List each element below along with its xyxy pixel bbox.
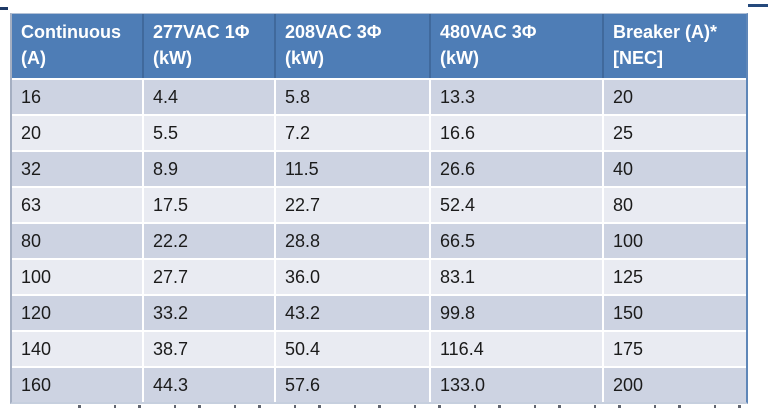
table-cell: 22.2	[142, 222, 274, 258]
table-cell: 63	[12, 186, 142, 222]
column-header-277vac-1ph-kw: 277VAC 1Φ (kW)	[142, 14, 274, 78]
table-cell: 150	[602, 294, 746, 330]
table-row: 32 8.9 11.5 26.6 40	[12, 150, 746, 186]
column-header-continuous-amps: Continuous (A)	[12, 14, 142, 78]
table-cell: 133.0	[429, 366, 602, 402]
table-cell: 80	[602, 186, 746, 222]
table-cell: 99.8	[429, 294, 602, 330]
table-cell: 17.5	[142, 186, 274, 222]
column-header-breaker-nec: Breaker (A)* [NEC]	[602, 14, 746, 78]
table-cell: 32	[12, 150, 142, 186]
table-cell: 120	[12, 294, 142, 330]
table-cell: 20	[602, 78, 746, 114]
table-cell: 40	[602, 150, 746, 186]
table-body: 16 4.4 5.8 13.3 20 20 5.5 7.2 16.6 25 32 8.9 11.5 26.…	[12, 78, 746, 402]
table-cell: 100	[12, 258, 142, 294]
power-conversion-table: Continuous (A) 277VAC 1Φ (kW) 208VAC 3Φ …	[12, 14, 746, 402]
table-cell: 44.3	[142, 366, 274, 402]
table-cell: 100	[602, 222, 746, 258]
table-cell: 28.8	[274, 222, 429, 258]
table-cell: 66.5	[429, 222, 602, 258]
table-cell: 22.7	[274, 186, 429, 222]
power-table-container: Continuous (A) 277VAC 1Φ (kW) 208VAC 3Φ …	[10, 13, 748, 404]
table-cell: 8.9	[142, 150, 274, 186]
table-cell: 16.6	[429, 114, 602, 150]
cropped-footnote-text-remnant	[56, 405, 766, 408]
table-row: 100 27.7 36.0 83.1 125	[12, 258, 746, 294]
table-cell: 200	[602, 366, 746, 402]
table-cell: 125	[602, 258, 746, 294]
table-cell: 57.6	[274, 366, 429, 402]
table-cell: 38.7	[142, 330, 274, 366]
table-cell: 25	[602, 114, 746, 150]
table-cell: 116.4	[429, 330, 602, 366]
table-cell: 36.0	[274, 258, 429, 294]
table-row: 20 5.5 7.2 16.6 25	[12, 114, 746, 150]
table-cell: 13.3	[429, 78, 602, 114]
column-header-480vac-3ph-kw: 480VAC 3Φ (kW)	[429, 14, 602, 78]
table-cell: 26.6	[429, 150, 602, 186]
header-row: Continuous (A) 277VAC 1Φ (kW) 208VAC 3Φ …	[12, 14, 746, 78]
table-row: 140 38.7 50.4 116.4 175	[12, 330, 746, 366]
table-cell: 33.2	[142, 294, 274, 330]
table-cell: 5.5	[142, 114, 274, 150]
table-cell: 175	[602, 330, 746, 366]
table-cell: 83.1	[429, 258, 602, 294]
cropped-line-fragment-right	[748, 4, 768, 7]
table-row: 120 33.2 43.2 99.8 150	[12, 294, 746, 330]
table-cell: 43.2	[274, 294, 429, 330]
table-cell: 27.7	[142, 258, 274, 294]
table-cell: 20	[12, 114, 142, 150]
table-cell: 160	[12, 366, 142, 402]
table-cell: 4.4	[142, 78, 274, 114]
table-cell: 16	[12, 78, 142, 114]
table-cell: 50.4	[274, 330, 429, 366]
table-cell: 11.5	[274, 150, 429, 186]
table-row: 63 17.5 22.7 52.4 80	[12, 186, 746, 222]
table-row: 80 22.2 28.8 66.5 100	[12, 222, 746, 258]
table-cell: 140	[12, 330, 142, 366]
table-row: 160 44.3 57.6 133.0 200	[12, 366, 746, 402]
table-cell: 5.8	[274, 78, 429, 114]
table-cell: 7.2	[274, 114, 429, 150]
table-header: Continuous (A) 277VAC 1Φ (kW) 208VAC 3Φ …	[12, 14, 746, 78]
column-header-208vac-3ph-kw: 208VAC 3Φ (kW)	[274, 14, 429, 78]
table-row: 16 4.4 5.8 13.3 20	[12, 78, 746, 114]
table-cell: 52.4	[429, 186, 602, 222]
cropped-line-fragment-left	[0, 7, 8, 10]
table-cell: 80	[12, 222, 142, 258]
